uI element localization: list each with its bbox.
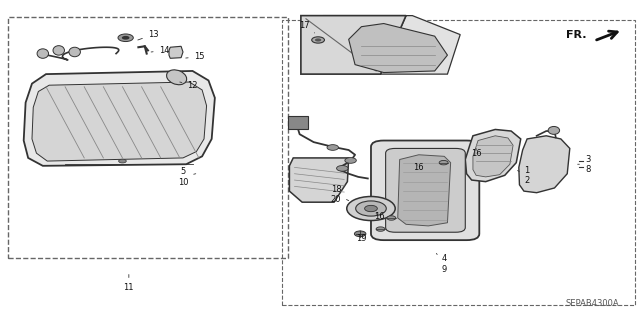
Circle shape bbox=[387, 216, 396, 220]
Circle shape bbox=[118, 159, 126, 163]
Text: 19: 19 bbox=[356, 231, 367, 243]
Circle shape bbox=[118, 34, 133, 41]
Bar bbox=[282, 20, 636, 305]
Polygon shape bbox=[323, 16, 460, 74]
Circle shape bbox=[356, 201, 387, 216]
Text: SEPAB4300A: SEPAB4300A bbox=[565, 299, 619, 308]
Polygon shape bbox=[169, 46, 183, 58]
Circle shape bbox=[376, 227, 385, 231]
Text: 1
2: 1 2 bbox=[518, 166, 530, 185]
Text: 13: 13 bbox=[138, 30, 158, 40]
Circle shape bbox=[312, 37, 324, 43]
Circle shape bbox=[327, 145, 339, 150]
Text: 15: 15 bbox=[186, 52, 204, 61]
Text: 18
20: 18 20 bbox=[331, 185, 349, 204]
Text: 4
9: 4 9 bbox=[436, 253, 447, 274]
Polygon shape bbox=[24, 71, 215, 166]
Ellipse shape bbox=[548, 126, 559, 134]
Text: 14: 14 bbox=[151, 46, 169, 55]
Polygon shape bbox=[32, 82, 207, 161]
Text: 12: 12 bbox=[180, 81, 198, 90]
Circle shape bbox=[365, 205, 378, 212]
Circle shape bbox=[345, 158, 356, 163]
Text: 3
8: 3 8 bbox=[578, 154, 590, 174]
Text: 16: 16 bbox=[471, 148, 481, 158]
Circle shape bbox=[337, 166, 348, 171]
Polygon shape bbox=[349, 24, 447, 72]
Circle shape bbox=[122, 36, 129, 40]
FancyBboxPatch shape bbox=[371, 141, 479, 240]
Text: 11: 11 bbox=[124, 275, 134, 292]
Text: FR.: FR. bbox=[566, 30, 586, 40]
Ellipse shape bbox=[69, 47, 81, 57]
Polygon shape bbox=[289, 158, 349, 202]
Polygon shape bbox=[301, 16, 406, 74]
Circle shape bbox=[315, 38, 321, 41]
Ellipse shape bbox=[166, 70, 187, 85]
Text: 16: 16 bbox=[374, 212, 385, 221]
FancyBboxPatch shape bbox=[386, 148, 465, 232]
Circle shape bbox=[347, 197, 395, 220]
Circle shape bbox=[355, 231, 366, 237]
Polygon shape bbox=[397, 155, 451, 226]
Ellipse shape bbox=[53, 46, 65, 55]
Polygon shape bbox=[465, 130, 521, 182]
Polygon shape bbox=[473, 136, 513, 177]
Circle shape bbox=[439, 160, 448, 165]
Text: 5
10: 5 10 bbox=[178, 167, 196, 187]
Ellipse shape bbox=[37, 49, 49, 58]
Bar bbox=[8, 17, 288, 257]
FancyBboxPatch shape bbox=[287, 116, 308, 129]
Text: 17: 17 bbox=[299, 21, 315, 33]
Polygon shape bbox=[519, 136, 570, 193]
Text: 16: 16 bbox=[413, 163, 424, 172]
